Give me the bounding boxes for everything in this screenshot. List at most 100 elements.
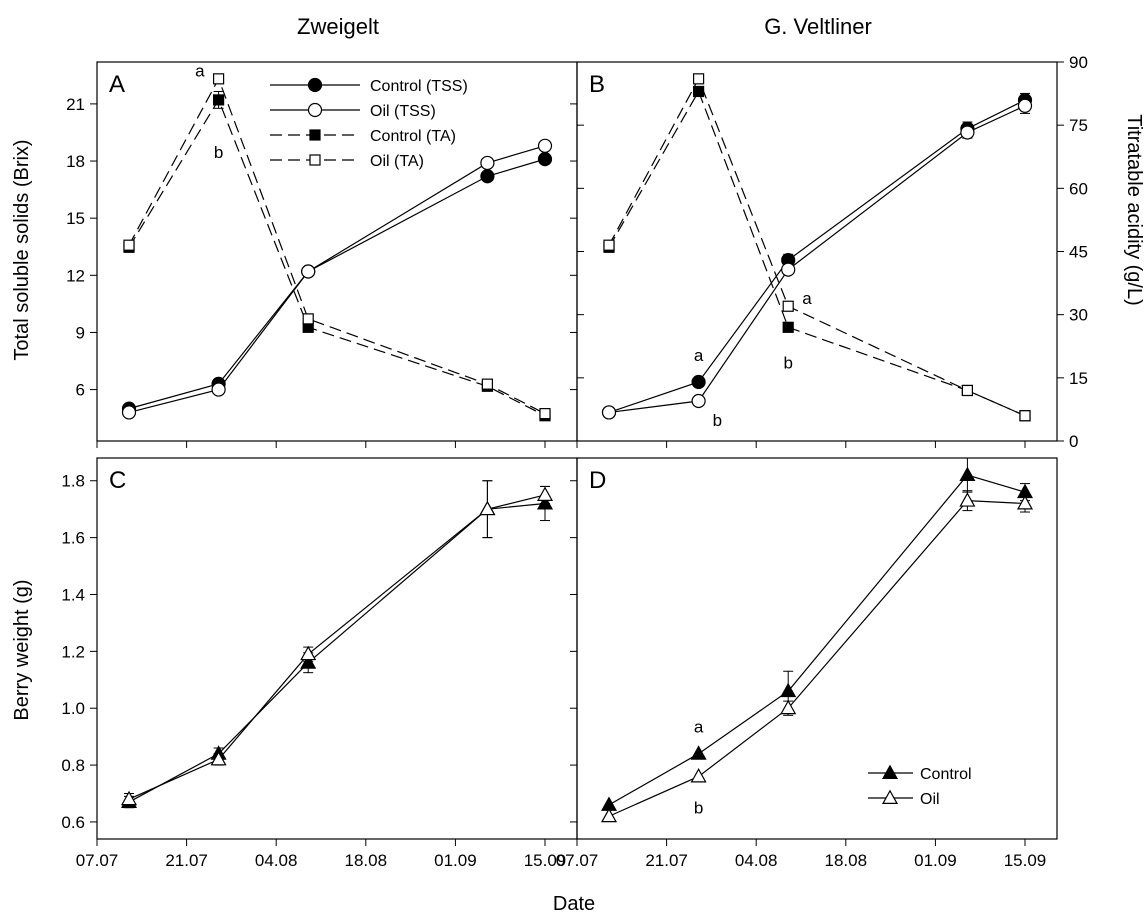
x-tick-label: 18.08 [825, 851, 868, 870]
panel-a: 6 9 12 15 18 21 Aa b Control (TSS) Oil (TSS) Contr… [66, 61, 584, 448]
data-point [537, 138, 553, 153]
significance-label: b [214, 143, 223, 162]
data-point [300, 654, 317, 669]
data-point [210, 750, 227, 766]
y2-tick-label: 75 [1069, 116, 1088, 135]
significance-label: a [195, 61, 205, 80]
x-tick-label: 21.07 [165, 851, 208, 870]
legend-label: Control (TA) [370, 128, 456, 145]
data-point [211, 382, 226, 397]
x-tick-label: 15.09 [524, 851, 567, 870]
y-tick-label: 1.2 [61, 642, 85, 661]
panel-letter: A [109, 71, 125, 98]
series-line [608, 99, 1026, 414]
y2-tick-label: 60 [1069, 179, 1088, 198]
data-point [691, 374, 706, 390]
x-tick-label: 07.07 [556, 851, 599, 870]
series-line [608, 105, 1026, 414]
data-point [603, 239, 615, 251]
series-line [128, 77, 546, 415]
series-control-tss [121, 152, 553, 416]
series-control [600, 457, 1034, 811]
x-tick-label: 01.09 [914, 851, 957, 870]
y-axis-title-berry-weight: Berry weight (g) [11, 579, 33, 720]
legend-label: Control [920, 766, 972, 783]
data-point [480, 155, 495, 171]
significance-label: a [694, 346, 704, 365]
y-tick-label: 1.4 [61, 585, 85, 604]
y-tick-label: 1.8 [61, 472, 85, 491]
series-oil-ta [603, 73, 1031, 422]
series-line [128, 158, 546, 410]
data-point [536, 486, 554, 501]
significance-label: a [802, 289, 812, 308]
data-point [881, 764, 899, 780]
legend-label: Oil (TA) [370, 153, 424, 170]
data-point [600, 807, 618, 823]
series-oil [120, 480, 554, 806]
y2-tick-label: 0 [1069, 432, 1078, 451]
panel-letter: B [589, 71, 605, 98]
x-tick-label: 07.07 [76, 851, 119, 870]
data-point [1017, 98, 1033, 113]
data-point [120, 790, 138, 806]
panel-letter: D [589, 467, 606, 494]
legend-label: Control (TSS) [370, 78, 468, 95]
data-point [307, 102, 323, 118]
data-point [960, 125, 975, 140]
data-point [780, 682, 797, 698]
y-tick-label: 0.8 [61, 756, 85, 775]
data-point [537, 152, 553, 167]
data-point [1019, 410, 1031, 422]
data-point [309, 129, 321, 141]
y-tick-label: 21 [66, 95, 85, 114]
series-oil-tss [121, 138, 553, 420]
column-title-g-veltliner: G. Veltliner [764, 14, 872, 39]
data-point [691, 393, 706, 409]
plot-panels: 6 9 12 15 18 21 Aa b Control (TSS) Oil (TSS) Contr… [61, 53, 1088, 870]
plot-frame [576, 61, 1058, 442]
data-point [480, 169, 495, 184]
x-tick-label: 18.08 [345, 851, 388, 870]
legend-label: Oil [920, 791, 940, 808]
data-point [213, 73, 225, 85]
series-line [608, 90, 1026, 417]
data-point [307, 77, 323, 93]
data-point [690, 768, 707, 783]
data-point [780, 699, 797, 715]
data-point [690, 745, 707, 760]
x-tick-label: 01.09 [434, 851, 477, 870]
y-tick-label: 1.0 [61, 699, 85, 718]
y2-tick-label: 90 [1069, 53, 1088, 72]
column-title-zweigelt: Zweigelt [297, 14, 379, 39]
series-control-tss [601, 92, 1033, 420]
x-tick-label: 04.08 [255, 851, 298, 870]
plot-frame [96, 61, 578, 442]
series-line [608, 474, 1026, 806]
y-tick-label: 15 [66, 209, 85, 228]
panel-letter: C [109, 467, 126, 494]
series-oil-tss [601, 97, 1033, 420]
y2-tick-label: 45 [1069, 243, 1088, 262]
data-point [1016, 495, 1034, 510]
series-oil [600, 490, 1034, 823]
data-point [302, 313, 314, 325]
y-tick-label: 6 [76, 381, 85, 400]
series-line [128, 502, 546, 803]
data-point [479, 500, 496, 516]
y2-tick-label: 15 [1069, 369, 1088, 388]
data-point [782, 321, 794, 333]
data-point [301, 264, 316, 279]
data-point [539, 408, 551, 420]
x-axis-title: Date [553, 893, 595, 915]
data-point [881, 789, 899, 805]
significance-label: b [694, 799, 703, 818]
significance-label: a [694, 718, 704, 737]
y-tick-label: 1.6 [61, 529, 85, 548]
data-point [309, 154, 321, 166]
data-point [213, 94, 225, 106]
panel-c: 07.07 21.07 04.08 18.08 01.09 15.09 0.6 0.8 1.0 1… [61, 457, 578, 870]
y2-tick-label: 30 [1069, 306, 1088, 325]
y-axis-title-ta: Titratable acidity (g/L) [1123, 114, 1145, 306]
